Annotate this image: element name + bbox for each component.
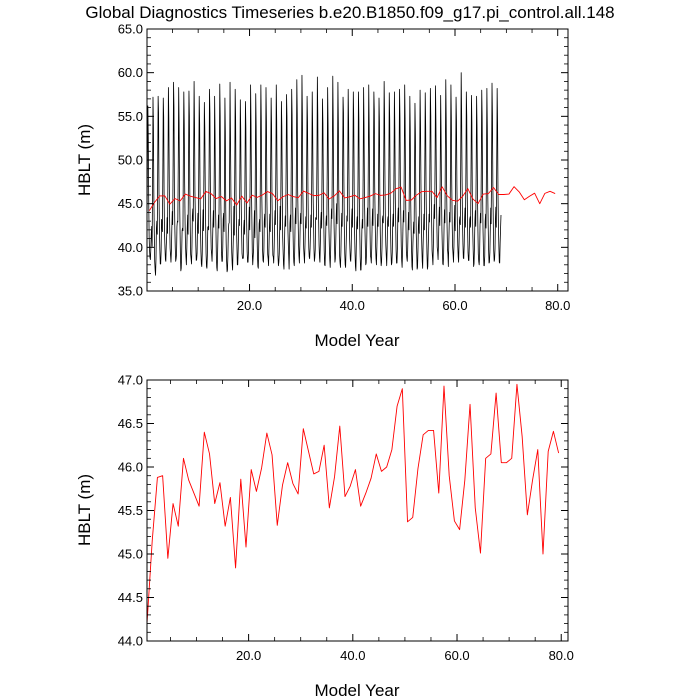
top-panel-ytick-label: 60.0 xyxy=(118,65,143,80)
top-panel-ylabel: HBLT (m) xyxy=(75,124,94,196)
bottom-panel-xtick-label: 20.0 xyxy=(236,648,261,663)
bottom-panel-ylabel: HBLT (m) xyxy=(75,474,94,546)
top-panel-ytick-label: 50.0 xyxy=(118,153,143,168)
bottom-panel-ytick-label: 45.5 xyxy=(118,503,143,518)
bottom-panel-xtick-label: 80.0 xyxy=(549,648,574,663)
figure-title: Global Diagnostics Timeseries b.e20.B185… xyxy=(85,3,614,22)
bottom-panel-ytick-label: 44.0 xyxy=(118,634,143,649)
bottom-panel-ytick-label: 45.0 xyxy=(118,547,143,562)
top-panel: 35.0 40.0 45.0 50.0 55.0 60.0 65.0 20.0 40.0 60.0… xyxy=(75,22,570,351)
top-panel-ytick-label: 45.0 xyxy=(118,196,143,211)
bottom-panel-ytick-label: 46.5 xyxy=(118,416,143,431)
top-panel-ytick-label: 35.0 xyxy=(118,284,143,299)
bottom-panel-xtick-label: 40.0 xyxy=(340,648,365,663)
bottom-panel-series xyxy=(146,383,560,624)
bottom-panel-ticks: 44.0 44.5 45.0 45.5 46.0 46.5 47.0 20.0 40.0 60.0… xyxy=(118,373,574,664)
top-panel-series-line-0 xyxy=(146,72,502,276)
top-panel-ticks: 35.0 40.0 45.0 50.0 55.0 60.0 65.0 20.0 40.0 60.0… xyxy=(118,22,571,314)
top-panel-series xyxy=(146,72,556,276)
top-panel-xtick-label: 40.0 xyxy=(340,298,365,313)
top-panel-xtick-label: 20.0 xyxy=(237,298,262,313)
bottom-panel-ytick-label: 46.0 xyxy=(118,460,143,475)
bottom-panel-ytick-label: 47.0 xyxy=(118,373,143,388)
bottom-panel: 44.0 44.5 45.0 45.5 46.0 46.5 47.0 20.0 40.0 60.0… xyxy=(75,373,574,700)
top-panel-series-line-1 xyxy=(148,186,556,211)
top-panel-ytick-label: 65.0 xyxy=(118,22,143,37)
top-panel-xlabel: Model Year xyxy=(314,331,399,350)
bottom-panel-xtick-label: 60.0 xyxy=(444,648,469,663)
top-panel-ytick-label: 40.0 xyxy=(118,240,143,255)
top-panel-xtick-label: 80.0 xyxy=(545,298,570,313)
bottom-panel-xlabel: Model Year xyxy=(314,681,399,700)
top-panel-ytick-label: 55.0 xyxy=(118,109,143,124)
bottom-panel-frame xyxy=(146,379,569,642)
bottom-panel-ytick-label: 44.5 xyxy=(118,590,143,605)
bottom-panel-series-line-0 xyxy=(146,383,560,624)
top-panel-xtick-label: 60.0 xyxy=(442,298,467,313)
